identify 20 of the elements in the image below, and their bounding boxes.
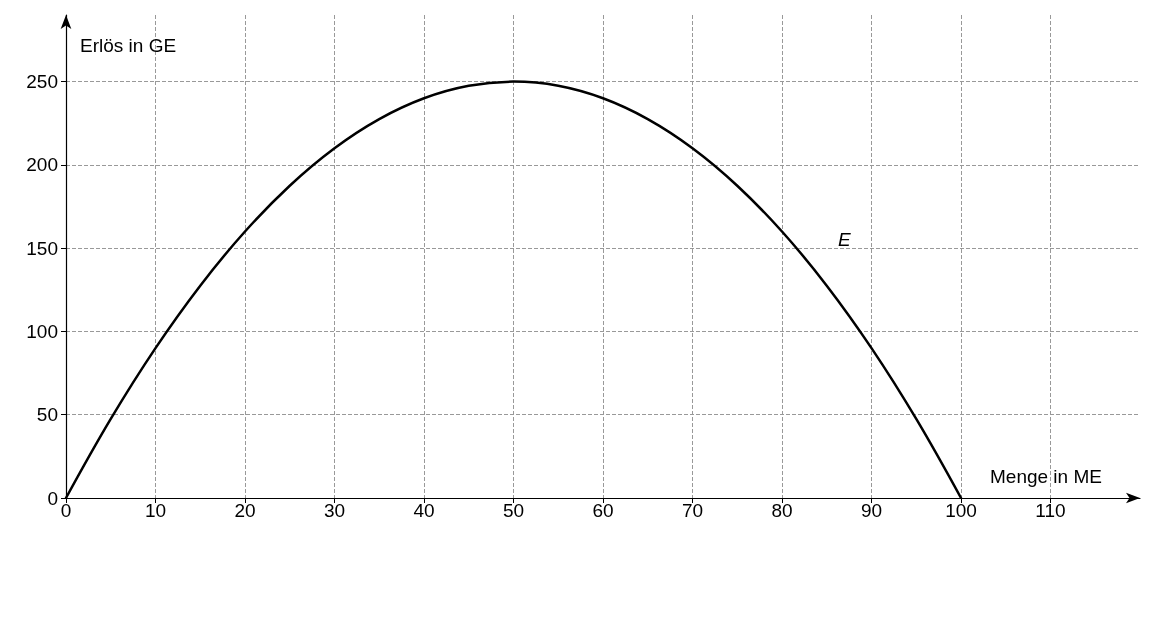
x-tick-label: 30: [323, 500, 346, 521]
x-tick-label: 80: [771, 500, 793, 521]
x-tick-label: 60: [592, 500, 614, 521]
x-tick-label: 20: [234, 500, 256, 521]
x-tick-label: 10: [144, 500, 167, 521]
x-tick-label: 100: [945, 500, 977, 521]
x-tick-label: 40: [413, 500, 435, 521]
x-tick-label: 50: [502, 500, 525, 521]
y-tick-label: 150: [26, 237, 58, 259]
y-tick-label: 100: [26, 320, 58, 342]
y-axis-title: Erlös in GE: [80, 35, 177, 56]
x-tick-label: 90: [860, 500, 883, 521]
annotation: E: [838, 229, 851, 250]
y-tick-label: 250: [26, 71, 58, 93]
y-tick-label: 50: [36, 404, 58, 426]
x-tick-label: 70: [681, 500, 704, 521]
x-tick-label: 0: [60, 500, 72, 521]
x-tick-label: 110: [1035, 500, 1066, 521]
y-tick-label: 200: [26, 154, 58, 176]
x-axis-title: Menge in ME: [990, 466, 1102, 487]
